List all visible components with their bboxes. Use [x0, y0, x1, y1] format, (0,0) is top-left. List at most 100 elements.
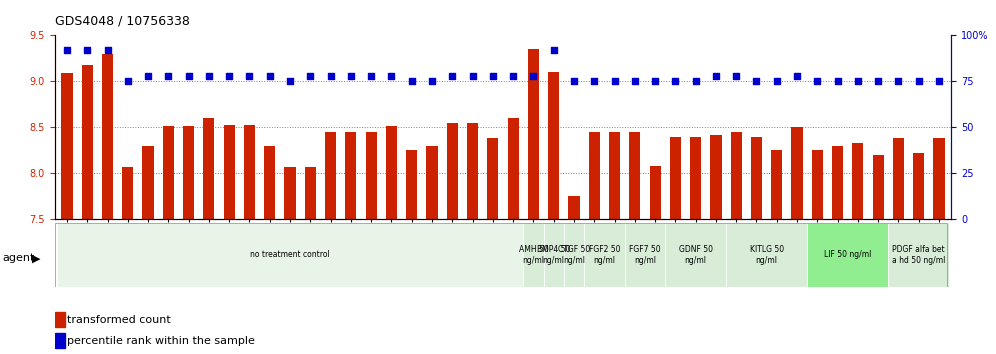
Text: CTGF 50
ng/ml: CTGF 50 ng/ml [558, 245, 590, 264]
Bar [649, 166, 660, 219]
Bar [832, 146, 844, 219]
Point [769, 79, 785, 84]
Point [464, 73, 480, 79]
FancyBboxPatch shape [807, 223, 888, 287]
Point [931, 79, 947, 84]
Text: AMH 50
ng/ml: AMH 50 ng/ml [519, 245, 548, 264]
Point [850, 79, 866, 84]
Bar [731, 132, 742, 219]
Point [687, 79, 703, 84]
Bar [609, 132, 621, 219]
Bar [406, 150, 417, 219]
FancyBboxPatch shape [726, 223, 807, 287]
Bar [346, 132, 357, 219]
Text: ▶: ▶ [32, 253, 41, 263]
Bar [426, 146, 437, 219]
FancyBboxPatch shape [523, 223, 544, 287]
Bar [162, 126, 174, 219]
Point [59, 47, 75, 53]
Bar [82, 65, 93, 219]
Point [323, 73, 339, 79]
Bar [325, 132, 337, 219]
Bar [913, 153, 924, 219]
Point [364, 73, 379, 79]
Point [383, 73, 399, 79]
Point [241, 73, 257, 79]
Bar [446, 123, 458, 219]
Bar [366, 132, 376, 219]
Text: FGF2 50
ng/ml: FGF2 50 ng/ml [589, 245, 621, 264]
Point [201, 73, 217, 79]
FancyBboxPatch shape [624, 223, 665, 287]
Bar [305, 167, 316, 219]
Text: GDNF 50
ng/ml: GDNF 50 ng/ml [678, 245, 713, 264]
Bar [751, 137, 762, 219]
Point [647, 79, 663, 84]
Text: GDS4048 / 10756338: GDS4048 / 10756338 [55, 14, 189, 27]
Bar [508, 118, 519, 219]
Point [708, 73, 724, 79]
Bar [123, 167, 133, 219]
Point [303, 73, 319, 79]
Point [789, 73, 805, 79]
Bar [629, 132, 640, 219]
Point [830, 79, 846, 84]
Point [626, 79, 642, 84]
Point [80, 47, 96, 53]
Bar [872, 155, 883, 219]
Point [160, 73, 176, 79]
Bar [224, 125, 235, 219]
FancyBboxPatch shape [584, 223, 624, 287]
Point [485, 73, 501, 79]
Bar [244, 125, 255, 219]
FancyBboxPatch shape [564, 223, 584, 287]
Bar [690, 137, 701, 219]
Point [526, 73, 542, 79]
Bar [62, 73, 73, 219]
Bar [892, 138, 904, 219]
Bar [792, 127, 803, 219]
Point [343, 73, 359, 79]
FancyBboxPatch shape [57, 223, 523, 287]
Point [180, 73, 196, 79]
Bar [203, 118, 214, 219]
Bar [55, 333, 65, 348]
FancyBboxPatch shape [665, 223, 726, 287]
Point [667, 79, 683, 84]
Bar [142, 146, 153, 219]
Text: KITLG 50
ng/ml: KITLG 50 ng/ml [750, 245, 784, 264]
Bar [771, 150, 782, 219]
Text: FGF7 50
ng/ml: FGF7 50 ng/ml [629, 245, 660, 264]
Point [728, 73, 744, 79]
Bar [853, 143, 864, 219]
FancyBboxPatch shape [888, 223, 949, 287]
Bar [183, 126, 194, 219]
Text: BMP4 50
ng/ml: BMP4 50 ng/ml [537, 245, 571, 264]
Bar [812, 150, 823, 219]
Bar [467, 123, 478, 219]
Point [100, 47, 116, 53]
Point [546, 47, 562, 53]
Bar [487, 138, 498, 219]
Point [810, 79, 826, 84]
Point [749, 79, 765, 84]
Bar [710, 135, 721, 219]
Bar [528, 49, 539, 219]
Point [871, 79, 886, 84]
Point [282, 79, 298, 84]
Bar [933, 138, 944, 219]
Point [505, 73, 521, 79]
Text: agent: agent [2, 253, 35, 263]
Bar [55, 312, 65, 327]
Point [262, 73, 278, 79]
Point [890, 79, 906, 84]
Point [444, 73, 460, 79]
Point [120, 79, 135, 84]
Point [607, 79, 622, 84]
Bar [385, 126, 397, 219]
Point [587, 79, 603, 84]
Bar [264, 146, 275, 219]
Text: PDGF alfa bet
a hd 50 ng/ml: PDGF alfa bet a hd 50 ng/ml [892, 245, 945, 264]
FancyBboxPatch shape [544, 223, 564, 287]
Point [221, 73, 237, 79]
